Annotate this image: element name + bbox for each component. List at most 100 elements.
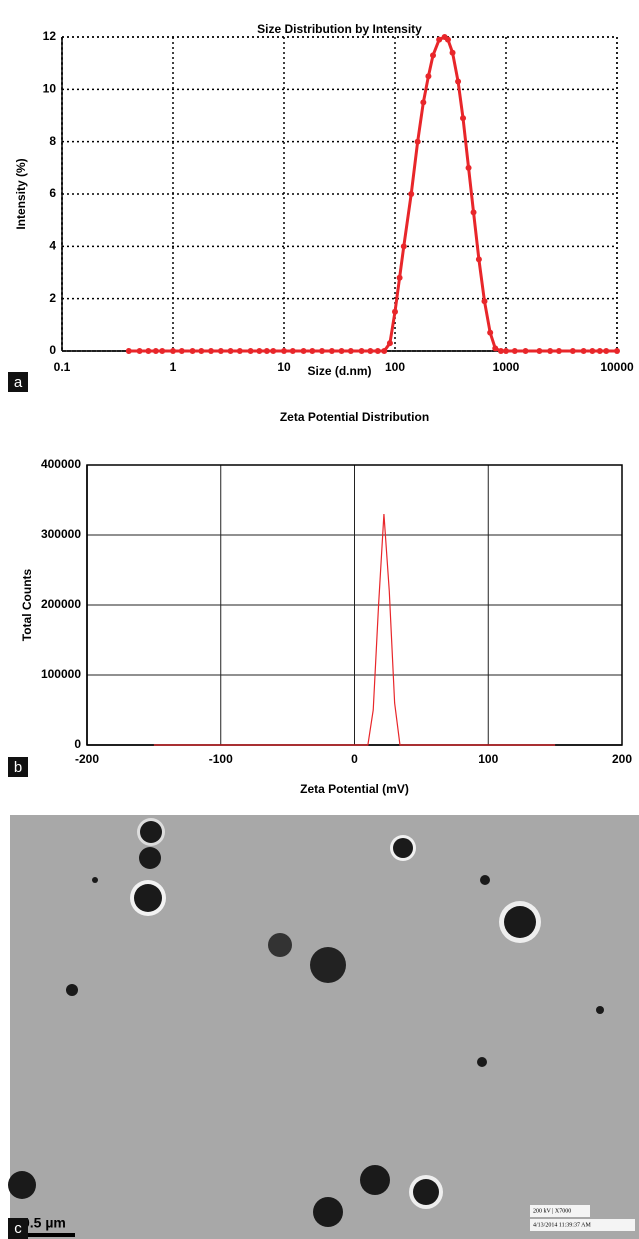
- x-tick-label: 0: [351, 752, 358, 766]
- data-point: [503, 348, 509, 354]
- data-point: [300, 348, 307, 354]
- y-tick-label: 6: [49, 186, 56, 200]
- data-point: [159, 348, 166, 354]
- data-point: [170, 348, 176, 354]
- x-axis-label: Size (d.nm): [307, 364, 371, 378]
- info-box: [530, 1205, 590, 1217]
- data-point: [136, 348, 143, 354]
- panel-label-box: [8, 1218, 28, 1239]
- data-point: [125, 348, 132, 354]
- x-tick-label: 100: [478, 752, 498, 766]
- data-line: [153, 513, 556, 746]
- data-point: [475, 256, 482, 263]
- data-point: [374, 348, 381, 354]
- micrograph: [10, 815, 639, 1239]
- data-point: [338, 348, 345, 354]
- data-point: [392, 308, 398, 315]
- data-point: [481, 298, 488, 305]
- x-tick-label: 10000: [600, 360, 634, 374]
- data-point: [396, 274, 403, 281]
- data-point: [208, 348, 215, 354]
- data-point: [492, 345, 499, 352]
- data-point: [309, 348, 316, 354]
- info-text: 4/13/2014 11:39:37 AM: [533, 1222, 591, 1228]
- data-point: [536, 348, 543, 354]
- x-tick-label: 10: [277, 360, 291, 374]
- x-tick-label: 0.1: [54, 360, 71, 374]
- x-tick-label: -100: [209, 752, 233, 766]
- y-tick-label: 2: [49, 291, 56, 305]
- data-point: [263, 348, 270, 354]
- data-point: [449, 49, 456, 56]
- data-point: [497, 348, 504, 354]
- x-tick-label: -200: [75, 752, 99, 766]
- data-point: [460, 115, 467, 122]
- data-point: [511, 348, 518, 354]
- data-point: [189, 348, 196, 354]
- data-point: [465, 164, 472, 171]
- y-tick-label: 4: [49, 239, 56, 253]
- scale-bar: [25, 1233, 75, 1237]
- data-point: [236, 348, 243, 354]
- data-point: [319, 348, 326, 354]
- x-tick-label: 100: [385, 360, 405, 374]
- data-point: [589, 348, 596, 354]
- data-point: [247, 348, 254, 354]
- panel-label: a: [14, 374, 23, 391]
- data-point: [430, 52, 437, 59]
- data-point: [381, 348, 388, 354]
- panel-label-box: [8, 372, 28, 392]
- data-point: [603, 348, 610, 354]
- x-tick-label: 200: [612, 752, 632, 766]
- y-tick-label: 10: [43, 82, 57, 96]
- data-point: [347, 348, 354, 354]
- x-tick-label: 1: [170, 360, 177, 374]
- data-point: [152, 348, 159, 354]
- y-axis-label: Intensity (%): [14, 158, 28, 229]
- y-tick-label: 0: [49, 343, 56, 357]
- data-point: [198, 348, 205, 354]
- data-point: [256, 348, 263, 354]
- data-point: [400, 243, 407, 250]
- scale-bar-label: 0.5 µm: [22, 1215, 66, 1231]
- data-point: [470, 209, 477, 216]
- data-point: [358, 348, 365, 354]
- data-point: [436, 36, 443, 43]
- data-point: [178, 348, 185, 354]
- data-point: [455, 78, 462, 85]
- y-tick-label: 8: [49, 134, 56, 148]
- data-point: [414, 138, 421, 145]
- y-tick-label: 300000: [41, 527, 81, 541]
- chart-title: Zeta Potential Distribution: [280, 410, 429, 424]
- data-point: [444, 36, 451, 43]
- y-tick-label: 12: [43, 29, 57, 43]
- data-point: [425, 73, 432, 80]
- panel-label: c: [14, 1220, 22, 1237]
- x-tick-label: 1000: [493, 360, 520, 374]
- data-point: [367, 348, 374, 354]
- data-point: [217, 348, 224, 354]
- particles: [8, 818, 604, 1227]
- data-point: [281, 348, 287, 354]
- data-point: [555, 348, 562, 354]
- data-point: [522, 348, 529, 354]
- data-point: [328, 348, 335, 354]
- y-tick-label: 0: [74, 737, 81, 751]
- info-box: [530, 1219, 635, 1231]
- data-point: [614, 348, 620, 354]
- data-point: [145, 348, 152, 354]
- x-axis-label: Zeta Potential (mV): [300, 782, 409, 796]
- y-tick-label: 400000: [41, 457, 81, 471]
- y-tick-label: 200000: [41, 597, 81, 611]
- data-point: [408, 191, 415, 197]
- info-text: 200 kV | X7000: [533, 1208, 571, 1214]
- data-point: [569, 348, 576, 354]
- data-point: [420, 99, 427, 106]
- data-point: [487, 329, 494, 336]
- data-point: [547, 348, 554, 354]
- data-point: [270, 348, 277, 354]
- data-point: [596, 348, 603, 354]
- data-point: [580, 348, 587, 354]
